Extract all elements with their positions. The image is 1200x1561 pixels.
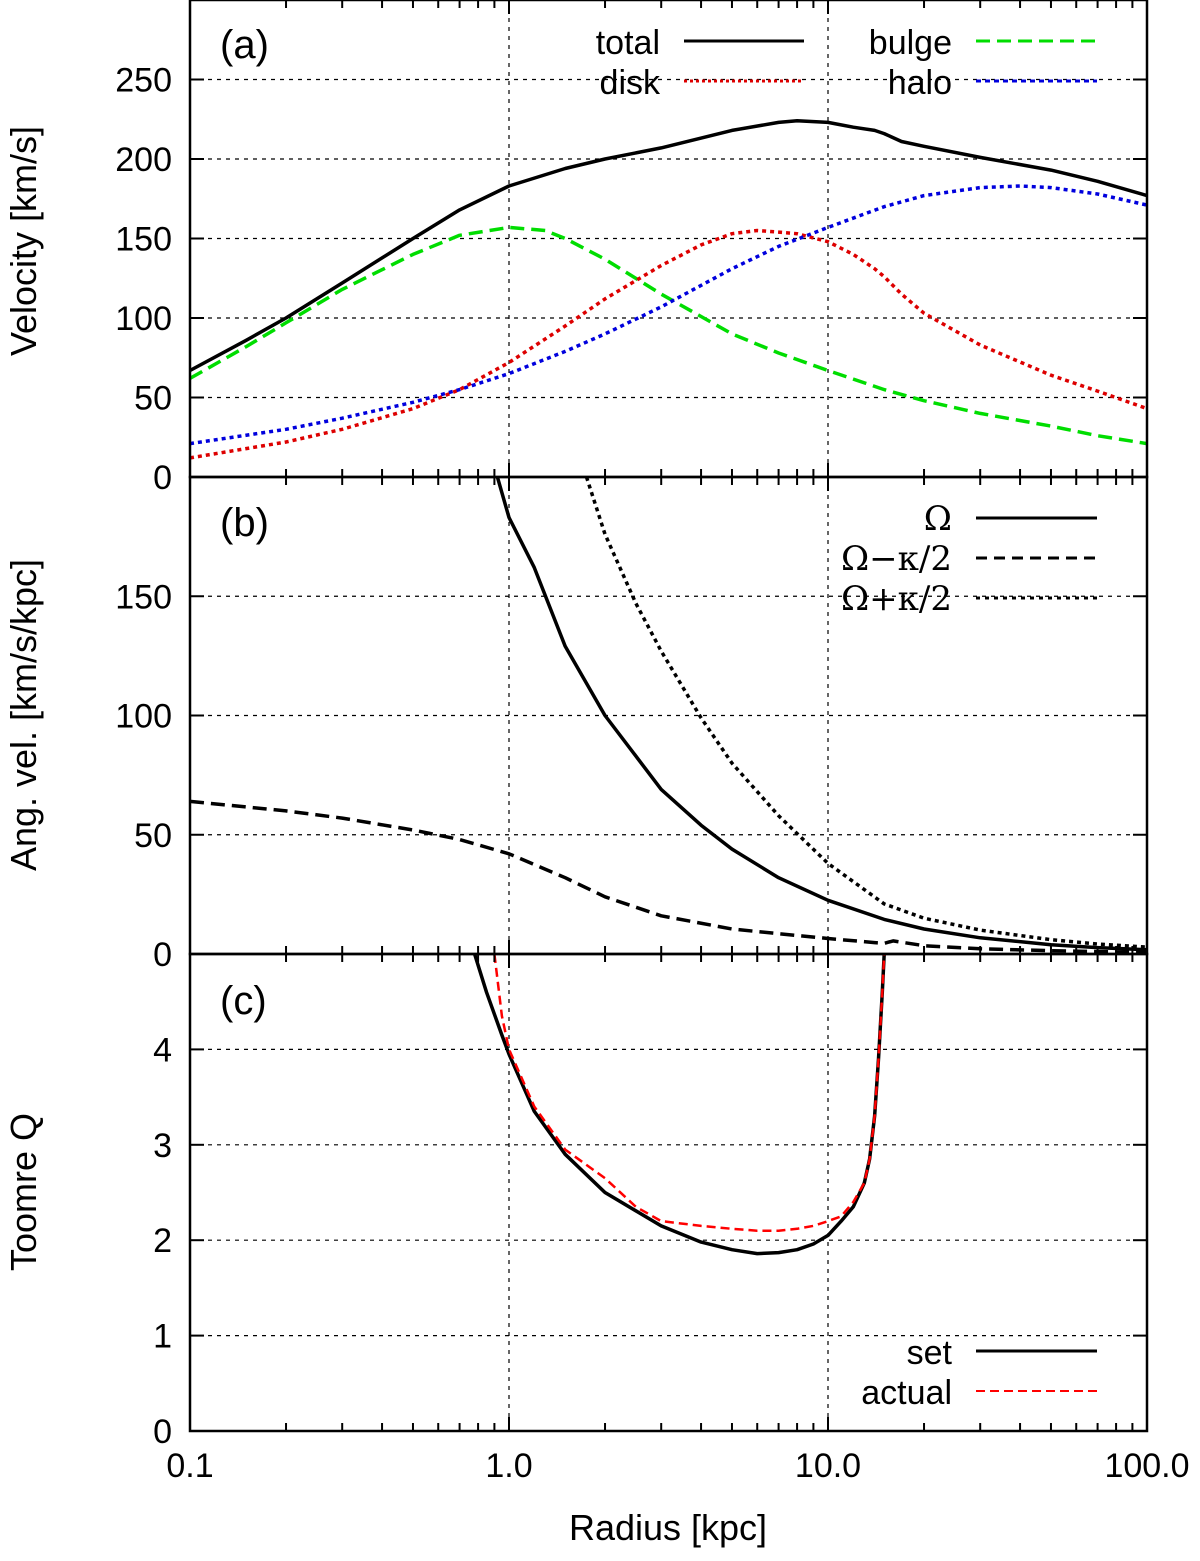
ticks-c: 0 1 2 3 4 0.1 1.0 10.0 100.0 <box>153 954 1190 1485</box>
y-tick-label: 3 <box>153 1127 172 1165</box>
panel-a: 0 50 100 150 200 250 (a) Velocity [km/s] tota… <box>3 0 1149 497</box>
grid-a <box>190 0 1147 477</box>
legend-label-total: total <box>596 24 660 62</box>
x-axis-label: Radius [kpc] <box>569 1507 767 1548</box>
y-axis-label-c: Toomre Q <box>3 1113 44 1271</box>
grid-c <box>190 954 1147 1431</box>
y-tick-label: 150 <box>115 578 172 616</box>
series-line-b-0 <box>495 476 1148 952</box>
legend-label-actual: actual <box>861 1374 952 1412</box>
ticks-a: 0 50 100 150 200 250 <box>115 0 1148 497</box>
y-tick-label: 4 <box>153 1031 172 1069</box>
legend-a: total disk bulge halo <box>596 24 1097 102</box>
panel-c: 0 1 2 3 4 0.1 1.0 10.0 100.0 (c) Toomre Q Radius… <box>3 952 1190 1548</box>
series-line-c-0 <box>472 953 886 1256</box>
legend-c: set actual <box>861 1334 1097 1412</box>
x-tick-label: 10.0 <box>795 1447 861 1485</box>
panel-b: 0 50 100 150 (b) Ang. vel. [km/s/kpc] Ω Ω−κ… <box>3 475 1149 974</box>
series-c <box>472 953 886 1256</box>
y-tick-label: 0 <box>153 936 172 974</box>
y-axis-label-a: Velocity [km/s] <box>3 126 44 356</box>
series-line-b-1 <box>189 799 1148 955</box>
legend-label-omega-plus-kappa: Ω+κ/2 <box>841 579 952 619</box>
legend-label-disk: disk <box>600 64 661 102</box>
y-tick-label: 2 <box>153 1222 172 1260</box>
series-line-a-1 <box>189 225 1148 446</box>
legend-b: Ω Ω−κ/2 Ω+κ/2 <box>841 499 1097 619</box>
legend-label-omega: Ω <box>924 499 952 539</box>
panel-c-tag: (c) <box>220 979 267 1023</box>
series-line-c-1 <box>493 953 886 1232</box>
y-tick-label: 0 <box>153 1413 172 1451</box>
x-tick-label: 100.0 <box>1104 1447 1189 1485</box>
series-line-a-2 <box>189 228 1148 460</box>
x-tick-label: 1.0 <box>485 1447 532 1485</box>
y-tick-label: 50 <box>134 380 172 418</box>
y-tick-label: 100 <box>115 300 172 338</box>
y-tick-label: 250 <box>115 62 172 100</box>
series-line-b-2 <box>584 476 1148 949</box>
y-tick-label: 150 <box>115 221 172 259</box>
series-line-a-0 <box>189 119 1148 373</box>
panel-b-tag: (b) <box>220 501 269 545</box>
panel-a-tag: (a) <box>220 23 269 67</box>
legend-label-bulge: bulge <box>869 24 952 62</box>
ticks-b: 0 50 100 150 <box>115 477 1148 974</box>
grid-b <box>190 477 1147 954</box>
y-axis-label-b: Ang. vel. [km/s/kpc] <box>3 559 44 871</box>
series-b <box>189 476 1148 955</box>
legend-label-set: set <box>907 1334 953 1372</box>
y-tick-label: 50 <box>134 817 172 855</box>
legend-label-omega-minus-kappa: Ω−κ/2 <box>841 539 952 579</box>
series-line-a-3 <box>189 184 1148 446</box>
series-a <box>189 119 1148 460</box>
y-tick-label: 200 <box>115 141 172 179</box>
y-tick-label: 100 <box>115 698 172 736</box>
legend-label-halo: halo <box>888 64 952 102</box>
x-tick-label: 0.1 <box>166 1447 213 1485</box>
y-tick-label: 1 <box>153 1318 172 1356</box>
frame-c <box>188 952 1149 1433</box>
y-tick-label: 0 <box>153 459 172 497</box>
